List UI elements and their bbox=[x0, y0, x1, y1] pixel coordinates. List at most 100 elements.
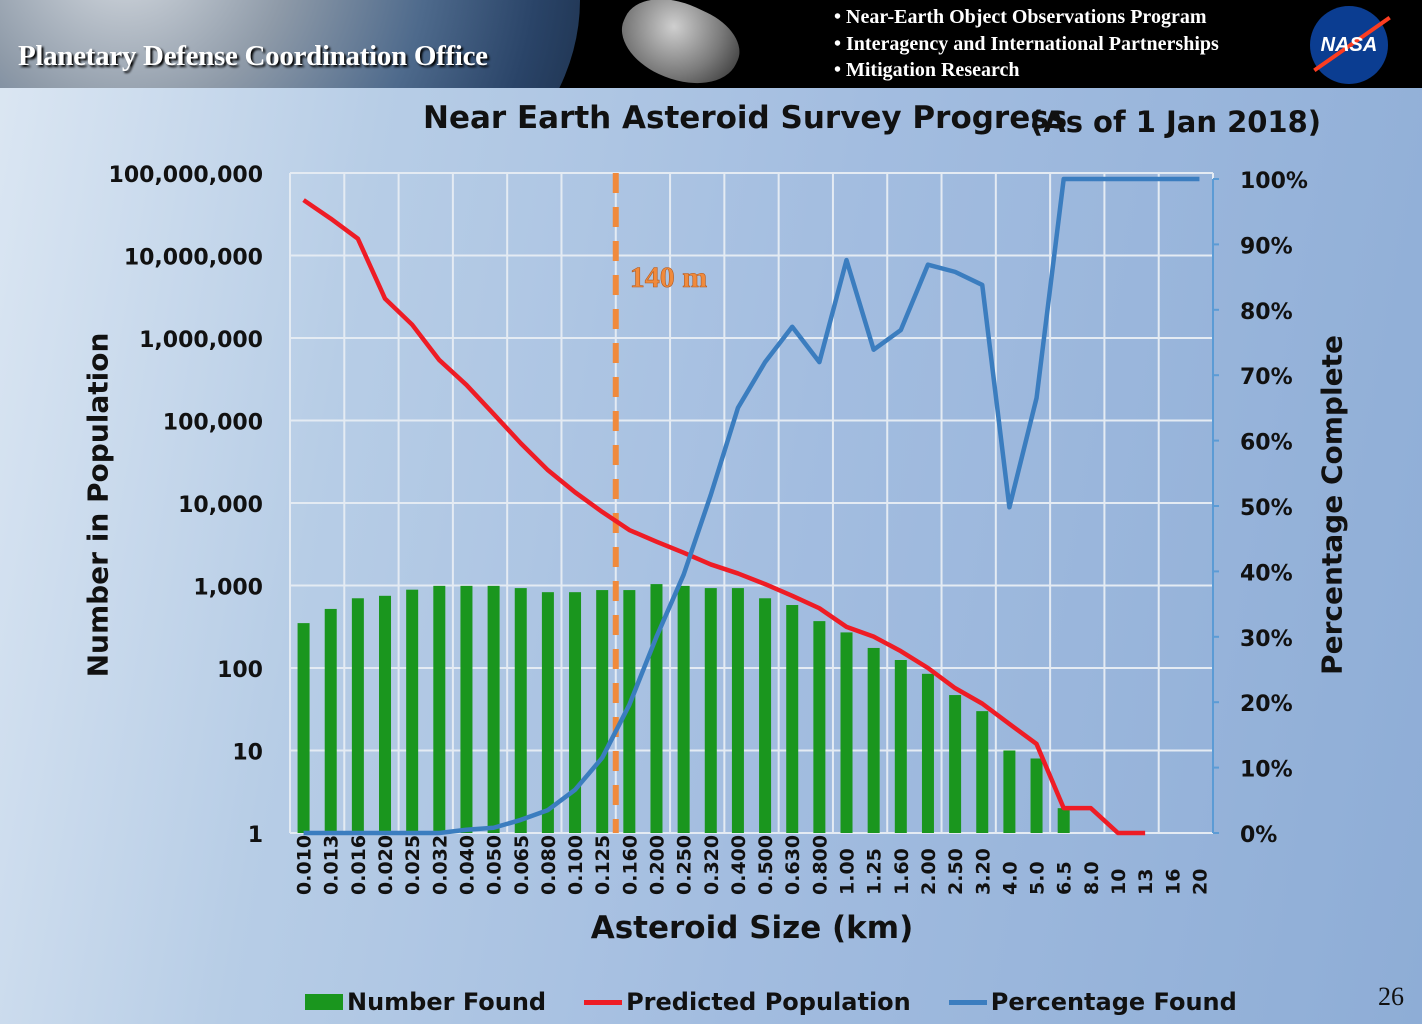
bar-number-found bbox=[840, 632, 853, 833]
y-tick-label: 1,000 bbox=[193, 576, 263, 601]
y-tick-label: 100 bbox=[217, 658, 263, 683]
legend-item-predicted-population: Predicted Population bbox=[584, 988, 911, 1016]
x-tick-label: 0.016 bbox=[348, 835, 370, 895]
bar-number-found bbox=[541, 592, 554, 833]
bar-number-found bbox=[379, 595, 392, 833]
bar-number-found bbox=[813, 621, 826, 833]
program-item: • Interagency and International Partners… bbox=[834, 32, 1219, 55]
x-tick-label: 0.065 bbox=[511, 835, 533, 895]
x-tick-label: 5.0 bbox=[1027, 861, 1049, 895]
bar-number-found bbox=[731, 588, 744, 833]
bar-number-found bbox=[894, 660, 907, 833]
y2-tick-label: 60% bbox=[1240, 431, 1293, 456]
bar-number-found bbox=[921, 673, 934, 833]
bar-number-found bbox=[623, 590, 636, 833]
x-tick-label: 0.250 bbox=[674, 835, 696, 895]
bar-number-found bbox=[650, 584, 663, 833]
y-tick-label: 100,000,000 bbox=[109, 163, 263, 188]
bar-number-found bbox=[704, 588, 717, 833]
x-tick-label: 0.010 bbox=[294, 835, 316, 895]
legend-swatch-bar bbox=[305, 994, 343, 1010]
x-tick-label: 0.040 bbox=[456, 835, 478, 895]
y-tick-label: 1 bbox=[248, 823, 263, 848]
x-tick-label: 0.025 bbox=[402, 835, 424, 895]
x-tick-label: 0.013 bbox=[321, 835, 343, 895]
bar-number-found bbox=[1030, 758, 1043, 833]
bar-number-found bbox=[677, 585, 690, 833]
bar-number-found bbox=[596, 590, 609, 833]
y2-tick-label: 70% bbox=[1240, 365, 1293, 390]
legend-item-percentage-found: Percentage Found bbox=[948, 988, 1237, 1016]
y2-tick-label: 20% bbox=[1240, 692, 1293, 717]
bar-number-found bbox=[569, 592, 582, 833]
x-tick-label: 16 bbox=[1162, 869, 1184, 895]
y2-tick-label: 90% bbox=[1240, 234, 1293, 259]
y2-tick-label: 10% bbox=[1240, 758, 1293, 783]
x-tick-label: 3.20 bbox=[972, 848, 994, 895]
x-tick-label: 1.60 bbox=[891, 848, 913, 895]
x-tick-label: 2.00 bbox=[918, 848, 940, 895]
bar-number-found bbox=[406, 589, 419, 833]
bar-number-found bbox=[786, 605, 799, 833]
bar-number-found bbox=[297, 623, 310, 833]
office-title: Planetary Defense Coordination Office bbox=[18, 40, 488, 72]
nasa-logo: NASA bbox=[1310, 6, 1388, 84]
x-tick-label: 0.032 bbox=[429, 835, 451, 895]
bar-number-found bbox=[433, 585, 446, 833]
x-tick-label: 0.320 bbox=[701, 835, 723, 895]
x-tick-label: 0.160 bbox=[619, 835, 641, 895]
line-predicted-population bbox=[302, 198, 1146, 836]
x-tick-label: 10 bbox=[1108, 869, 1130, 895]
x-tick-label: 20 bbox=[1189, 869, 1211, 895]
y-tick-label: 10 bbox=[232, 741, 263, 766]
x-tick-label: 0.500 bbox=[755, 835, 777, 895]
bar-number-found bbox=[949, 695, 962, 833]
x-tick-label: 1.00 bbox=[837, 848, 859, 895]
y2-tick-label: 100% bbox=[1240, 169, 1308, 194]
y-tick-label: 100,000 bbox=[163, 411, 263, 436]
x-tick-label: 1.25 bbox=[864, 848, 886, 895]
x-tick-label: 0.400 bbox=[728, 835, 750, 895]
legend-item-number-found: Number Found bbox=[305, 988, 546, 1016]
x-tick-label: 0.080 bbox=[538, 835, 560, 895]
x-tick-label: 2.50 bbox=[945, 848, 967, 895]
bar-number-found bbox=[460, 585, 473, 833]
legend-label: Percentage Found bbox=[990, 988, 1237, 1016]
program-list: • Near-Earth Object Observations Program… bbox=[834, 4, 1219, 84]
y2-tick-label: 80% bbox=[1240, 300, 1293, 325]
x-tick-label: 0.020 bbox=[375, 835, 397, 895]
x-tick-label: 0.125 bbox=[592, 835, 614, 895]
bar-number-found bbox=[867, 647, 880, 833]
x-tick-label: 0.630 bbox=[782, 835, 804, 895]
x-tick-label: 0.200 bbox=[646, 835, 668, 895]
legend-label: Number Found bbox=[347, 988, 547, 1016]
bar-number-found bbox=[759, 598, 772, 833]
legend-label: Predicted Population bbox=[626, 988, 911, 1016]
y2-tick-label: 40% bbox=[1240, 561, 1293, 586]
bar-number-found bbox=[1003, 750, 1016, 833]
y-tick-label: 10,000,000 bbox=[124, 246, 263, 271]
earth-image bbox=[0, 0, 580, 88]
program-item: • Near-Earth Object Observations Program bbox=[834, 6, 1207, 28]
bar-number-found bbox=[351, 598, 364, 833]
nasa-logo-text: NASA bbox=[1320, 33, 1378, 56]
header-banner: Planetary Defense Coordination Office • … bbox=[0, 0, 1422, 88]
x-tick-label: 0.100 bbox=[565, 835, 587, 895]
y-tick-label: 1,000,000 bbox=[139, 328, 263, 353]
line-percentage-found bbox=[303, 176, 1200, 836]
bar-number-found bbox=[1057, 808, 1070, 833]
bar-number-found bbox=[976, 711, 989, 833]
x-tick-label: 6.5 bbox=[1054, 861, 1076, 895]
x-tick-label: 0.800 bbox=[809, 835, 831, 895]
y2-tick-label: 30% bbox=[1240, 627, 1293, 652]
legend-swatch-line bbox=[584, 999, 623, 1005]
bar-number-found bbox=[324, 608, 337, 833]
x-tick-label: 0.050 bbox=[484, 835, 506, 895]
legend: Number Found Predicted Population Percen… bbox=[305, 988, 1275, 1016]
y-tick-label: 10,000 bbox=[178, 493, 263, 518]
x-tick-label: 13 bbox=[1135, 869, 1157, 895]
x-axis-label: Asteroid Size (km) bbox=[590, 910, 914, 946]
chart-title: Near Earth Asteroid Survey Progress bbox=[423, 100, 1068, 136]
legend-swatch-line bbox=[948, 999, 987, 1005]
